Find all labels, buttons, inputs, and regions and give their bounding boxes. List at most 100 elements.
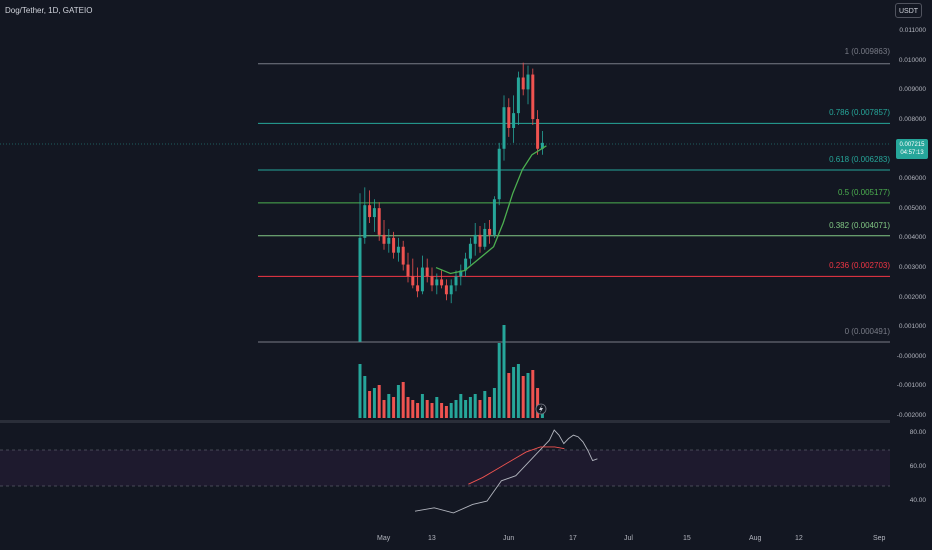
volume-bar bbox=[454, 400, 458, 418]
price-tick: -0.002000 bbox=[896, 412, 926, 419]
pane-separator[interactable] bbox=[0, 420, 890, 423]
fib-label-0382: 0.382 (0.004071) bbox=[829, 221, 890, 230]
volume-bar bbox=[387, 394, 391, 418]
candle-body bbox=[425, 267, 429, 277]
price-tick: 0.001000 bbox=[898, 323, 926, 330]
volume-bar bbox=[440, 403, 444, 418]
candle-body bbox=[387, 237, 391, 244]
time-tick: 15 bbox=[683, 535, 691, 542]
currency-button[interactable]: USDT bbox=[895, 3, 922, 18]
candle-body bbox=[411, 276, 415, 286]
volume-bar bbox=[406, 397, 410, 418]
candle-body bbox=[406, 264, 410, 277]
volume-bar bbox=[512, 367, 516, 418]
candle-body bbox=[382, 234, 386, 244]
candle-body bbox=[497, 148, 501, 200]
price-tick: 0.004000 bbox=[898, 234, 926, 241]
rsi-tick: 80.00 bbox=[909, 429, 926, 436]
volume-bar bbox=[497, 343, 501, 418]
fib-label-0236: 0.236 (0.002703) bbox=[829, 261, 890, 270]
volume-bar bbox=[492, 388, 496, 418]
candle-body bbox=[464, 258, 468, 271]
volume-bar bbox=[473, 394, 477, 418]
volume-bar bbox=[411, 400, 415, 418]
candle-body bbox=[492, 199, 496, 235]
price-tick: 0.002000 bbox=[898, 294, 926, 301]
volume-bar bbox=[425, 400, 429, 418]
time-tick: Sep bbox=[873, 535, 886, 542]
volume-bar bbox=[396, 385, 400, 418]
rsi-tick: 40.00 bbox=[909, 497, 926, 504]
candle-body bbox=[473, 234, 477, 244]
volume-bar bbox=[521, 376, 525, 418]
price-tick: -0.000000 bbox=[896, 353, 926, 360]
price-tick: 0.010000 bbox=[898, 57, 926, 64]
fib-label-0786: 0.786 (0.007857) bbox=[829, 108, 890, 117]
volume-bar bbox=[372, 388, 376, 418]
volume-bar bbox=[502, 325, 506, 418]
rsi-tick: 60.00 bbox=[909, 463, 926, 470]
volume-bar bbox=[464, 400, 468, 418]
volume-bar bbox=[478, 400, 482, 418]
candle-body bbox=[454, 276, 458, 286]
candle-body bbox=[531, 74, 535, 120]
fib-label-1: 1 (0.009863) bbox=[844, 47, 890, 56]
volume-bar bbox=[483, 391, 487, 418]
candle-body bbox=[430, 276, 434, 286]
volume-bar bbox=[377, 385, 381, 418]
rsi-band bbox=[0, 450, 890, 486]
price-tick: 0.011000 bbox=[899, 27, 926, 34]
candle-body bbox=[444, 285, 448, 295]
candle-body bbox=[526, 74, 530, 90]
time-tick: May bbox=[377, 535, 391, 542]
price-tick: -0.001000 bbox=[896, 382, 926, 389]
rsi-line bbox=[414, 429, 598, 514]
candle-body bbox=[420, 267, 424, 292]
volume-bar bbox=[401, 382, 405, 418]
fib-label-0618: 0.618 (0.006283) bbox=[829, 155, 890, 164]
candle-body bbox=[392, 237, 396, 253]
volume-bar bbox=[430, 403, 434, 418]
current-price-tag: 0.007215 04:57:13 bbox=[896, 139, 928, 159]
candle-body bbox=[377, 208, 381, 235]
candle-body bbox=[483, 228, 487, 247]
volume-bar bbox=[392, 397, 396, 418]
candle-body bbox=[416, 285, 420, 292]
candle-body bbox=[540, 142, 544, 149]
symbol-title: Dog/Tether, 1D, GATEIO bbox=[5, 6, 93, 15]
price-tick: 0.003000 bbox=[898, 264, 926, 271]
lightning-icon[interactable] bbox=[535, 403, 547, 415]
volume-bar bbox=[435, 397, 439, 418]
candle-body bbox=[401, 246, 405, 265]
fib-label-0: 0 (0.000491) bbox=[844, 327, 890, 336]
volume-bar bbox=[358, 364, 362, 418]
price-tick: 0.008000 bbox=[898, 116, 926, 123]
candle-body bbox=[459, 270, 463, 277]
candle-body bbox=[507, 107, 511, 128]
volume-bar bbox=[536, 388, 540, 418]
candle-body bbox=[368, 205, 372, 218]
candle-body bbox=[435, 279, 439, 286]
volume-bar bbox=[449, 403, 453, 418]
volume-bar bbox=[526, 373, 530, 418]
candle-body bbox=[396, 246, 400, 253]
time-tick: Aug bbox=[749, 535, 762, 542]
price-tick: 0.009000 bbox=[898, 86, 926, 93]
volume-bar bbox=[444, 406, 448, 418]
moving-average-line bbox=[435, 145, 547, 275]
volume-bar bbox=[416, 403, 420, 418]
volume-bar bbox=[368, 391, 372, 418]
candle-body bbox=[516, 77, 520, 114]
price-tick: 0.006000 bbox=[898, 175, 926, 182]
candle-body bbox=[521, 77, 525, 90]
volume-bar bbox=[459, 394, 463, 418]
time-tick: Jun bbox=[503, 535, 515, 542]
candle-body bbox=[440, 279, 444, 286]
candle-body bbox=[358, 237, 362, 342]
bar-countdown: 04:57:13 bbox=[900, 150, 924, 156]
candle-body bbox=[449, 285, 453, 295]
candle-body bbox=[502, 107, 506, 149]
current-price: 0.007215 bbox=[899, 142, 925, 148]
candle-body bbox=[468, 243, 472, 259]
